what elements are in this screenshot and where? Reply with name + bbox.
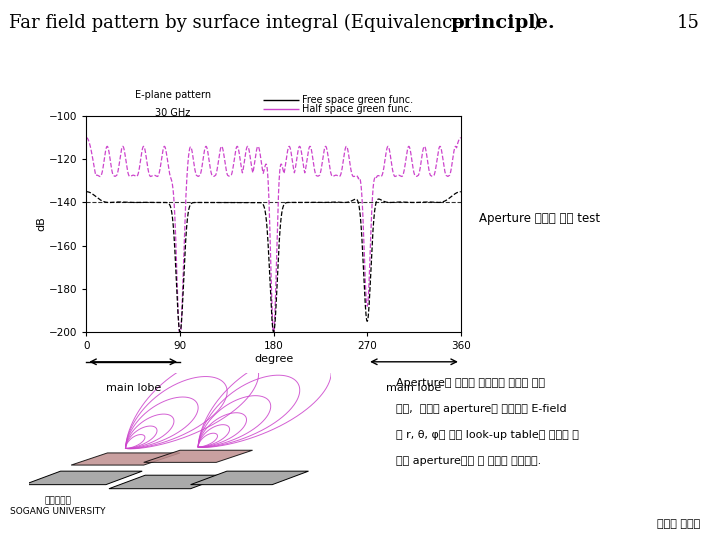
Text: Aperture의 크기가 동일하고 위상만 다르: Aperture의 크기가 동일하고 위상만 다르 bbox=[396, 378, 545, 388]
Text: Half space green func.: Half space green func. bbox=[302, 104, 413, 114]
Text: 전자파 연구실: 전자파 연구실 bbox=[657, 519, 700, 529]
Text: 30 GHz: 30 GHz bbox=[156, 108, 190, 118]
Polygon shape bbox=[71, 453, 180, 465]
Text: Free space green func.: Free space green func. bbox=[302, 95, 413, 105]
Text: ): ) bbox=[533, 14, 540, 31]
Text: 서강대학교
SOGANG UNIVERSITY: 서강대학교 SOGANG UNIVERSITY bbox=[10, 496, 105, 516]
Text: 를 r, θ, φ에 대해 look-up table로 만들고 나: 를 r, θ, φ에 대해 look-up table로 만들고 나 bbox=[396, 430, 579, 440]
Text: 며로,  하나의 aperture에 해당하는 E-field: 며로, 하나의 aperture에 해당하는 E-field bbox=[396, 404, 567, 414]
Text: principle.: principle. bbox=[451, 14, 555, 31]
Polygon shape bbox=[191, 471, 308, 485]
Text: Aperture 하나의 계산 test: Aperture 하나의 계산 test bbox=[479, 212, 600, 225]
Text: main lobe: main lobe bbox=[387, 383, 441, 394]
Text: 15: 15 bbox=[677, 14, 700, 31]
Text: main lobe: main lobe bbox=[106, 383, 161, 394]
Text: E-plane pattern: E-plane pattern bbox=[135, 90, 211, 100]
Text: Far field pattern by surface integral (Equivalence: Far field pattern by surface integral (E… bbox=[9, 14, 469, 32]
Text: 머지 aperture들은 이 결과를 이용한다.: 머지 aperture들은 이 결과를 이용한다. bbox=[396, 456, 541, 466]
Polygon shape bbox=[144, 450, 253, 462]
Y-axis label: dB: dB bbox=[36, 217, 46, 232]
Polygon shape bbox=[24, 471, 142, 485]
X-axis label: degree: degree bbox=[254, 354, 293, 364]
Polygon shape bbox=[109, 475, 227, 489]
